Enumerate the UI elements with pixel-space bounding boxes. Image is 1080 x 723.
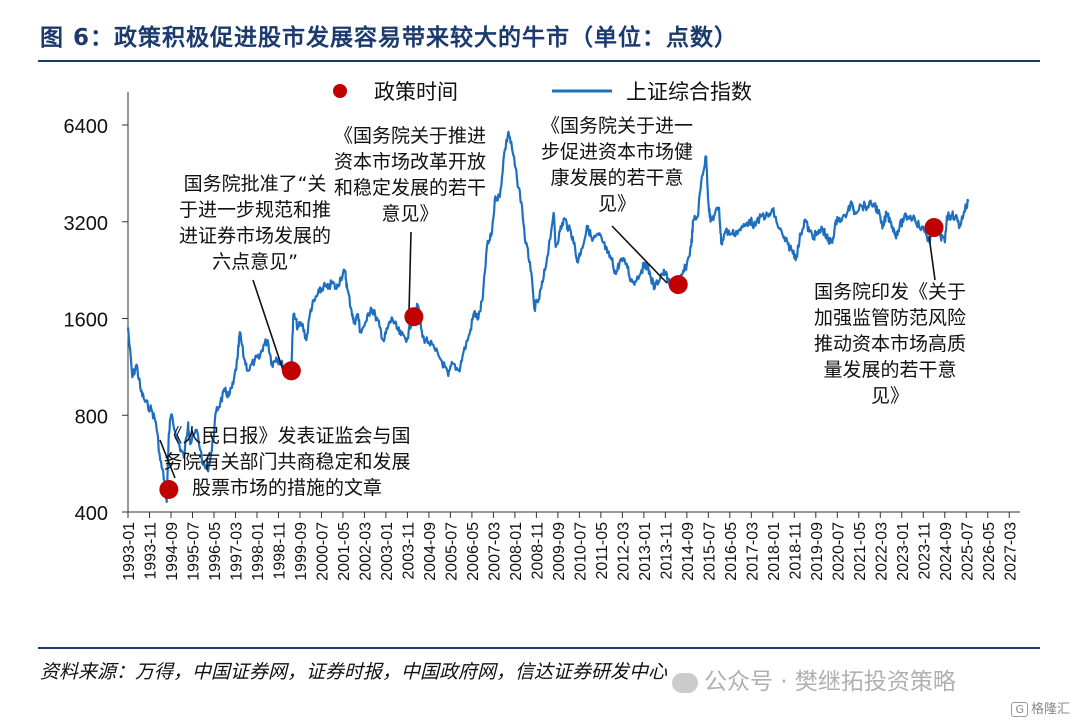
- annotation-line: 康发展的若干意: [550, 167, 683, 189]
- annotation-leader-line: [611, 225, 668, 284]
- annotation-leader-line: [928, 235, 936, 281]
- x-tick-label: 2007-03: [486, 522, 503, 581]
- brand-logo-icon: G: [1011, 702, 1028, 717]
- annotation-line: 意见》: [381, 203, 438, 225]
- annotation-line: 和稳定发展的若干: [334, 177, 486, 199]
- watermark-text: 公众号 · 樊继拓投资策略: [704, 669, 956, 695]
- x-tick-label: 2022-03: [873, 522, 890, 581]
- policy-marker: [668, 275, 688, 295]
- x-tick-label: 2017-03: [744, 522, 761, 581]
- x-tick-label: 1998-01: [250, 522, 267, 581]
- x-tick-label: 1993-11: [142, 522, 159, 580]
- y-tick-label: 3200: [64, 213, 109, 235]
- annotation-line: 见》: [598, 193, 636, 215]
- annotation-leader-line: [252, 279, 284, 371]
- corner-text: 格隆汇: [1030, 702, 1070, 717]
- annotation-line: 国务院印发《关于: [814, 281, 966, 303]
- x-tick-label: 2006-05: [465, 522, 482, 581]
- annotation-line: 《人民日报》发表证监会与国: [163, 425, 410, 447]
- x-tick-label: 2004-09: [422, 522, 439, 581]
- annotation-line: 加强监管防范风险: [814, 307, 966, 329]
- x-tick-label: 2021-05: [852, 522, 869, 581]
- annotation-line: 股票市场的措施的文章: [192, 477, 382, 499]
- policy-marker: [159, 479, 179, 499]
- annotation-line: 六点意见”: [212, 251, 298, 273]
- x-tick-label: 2023-01: [895, 522, 912, 581]
- x-tick-label: 2005-07: [443, 522, 460, 581]
- x-tick-label: 2014-09: [680, 522, 697, 581]
- x-tick-label: 2020-07: [830, 522, 847, 581]
- source-note: 资料来源：万得，中国证券网，证券时报，中国政府网，信达证券研发中心: [40, 661, 668, 683]
- policy-marker: [281, 361, 301, 381]
- annotation-text: 国务院印发《关于加强监管防范风险推动资本市场高质量发展的若干意见》: [814, 281, 966, 407]
- x-tick-label: 2019-09: [809, 522, 826, 581]
- annotation-line: 量发展的若干意: [823, 359, 956, 381]
- annotation-line: 进证券市场发展的: [179, 225, 331, 247]
- annotation-leader-line: [159, 439, 176, 479]
- x-tick-label: 2008-11: [529, 522, 546, 580]
- x-tick-label: 2018-11: [787, 522, 804, 580]
- x-tick-label: 2003-01: [379, 522, 396, 581]
- bottom-rule: [38, 647, 1040, 649]
- annotation-line: 《国务院关于推进: [334, 125, 486, 147]
- annotation-line: 于进一步规范和推: [179, 199, 331, 221]
- x-tick-label: 2026-05: [981, 522, 998, 581]
- x-tick-label: 2009-09: [551, 522, 568, 581]
- x-tick-label: 1999-09: [293, 522, 310, 581]
- annotation-line: 《国务院关于进一: [541, 115, 693, 137]
- x-tick-label: 2015-07: [701, 522, 718, 581]
- x-tick-label: 2010-07: [572, 522, 589, 581]
- legend-label-policy: 政策时间: [374, 80, 458, 104]
- annotation-line: 国务院批准了“关: [184, 173, 327, 195]
- x-tick-label: 1994-09: [164, 522, 181, 581]
- x-tick-label: 2023-11: [916, 522, 933, 580]
- legend-label-index: 上证综合指数: [626, 80, 752, 104]
- x-tick-label: 2011-05: [594, 522, 611, 580]
- watermark: 公众号 · 樊继拓投资策略: [672, 662, 956, 696]
- legend-marker-policy: [333, 84, 347, 98]
- x-tick-label: 1993-01: [121, 522, 138, 581]
- x-tick-label: 1995-07: [185, 522, 202, 581]
- y-tick-label: 6400: [64, 116, 109, 138]
- x-tick-label: 2018-01: [766, 522, 783, 581]
- policy-marker: [404, 307, 424, 327]
- annotation-line: 务院有关部门共商稳定和发展: [163, 451, 410, 473]
- annotation-line: 推动资本市场高质: [814, 333, 966, 355]
- y-tick-label: 800: [75, 406, 108, 428]
- annotation-line: 见》: [871, 385, 909, 407]
- policy-marker: [924, 218, 944, 238]
- annotation-line: 资本市场改革开放: [334, 151, 486, 173]
- x-tick-label: 2013-11: [658, 522, 675, 580]
- x-tick-label: 2002-03: [357, 522, 374, 581]
- y-tick-label: 400: [75, 503, 108, 525]
- x-tick-label: 2001-05: [336, 522, 353, 581]
- annotation-text: 《人民日报》发表证监会与国务院有关部门共商稳定和发展股票市场的措施的文章: [163, 425, 410, 499]
- x-tick-label: 1998-11: [271, 522, 288, 580]
- x-tick-label: 2000-07: [314, 522, 331, 581]
- x-tick-label: 2025-07: [959, 522, 976, 581]
- top-rule: [38, 60, 1040, 62]
- x-tick-label: 1997-03: [228, 522, 245, 581]
- annotation-text: 《国务院关于推进资本市场改革开放和稳定发展的若干意见》: [334, 125, 486, 225]
- x-tick-label: 2008-01: [508, 522, 525, 581]
- annotation-line: 步促进资本市场健: [541, 141, 693, 163]
- x-tick-label: 2013-01: [637, 522, 654, 581]
- x-tick-label: 2027-03: [1002, 522, 1019, 581]
- chart-title: 图 6：政策积极促进股市发展容易带来较大的牛市（单位：点数）: [40, 25, 739, 51]
- x-tick-label: 2003-11: [400, 522, 417, 580]
- wechat-icon: [672, 672, 698, 693]
- annotation-text: 国务院批准了“关于进一步规范和推进证券市场发展的六点意见”: [179, 173, 331, 273]
- x-tick-label: 1996-05: [207, 522, 224, 581]
- y-tick-label: 1600: [64, 310, 109, 332]
- x-tick-label: 2024-09: [938, 522, 955, 581]
- corner-badge: G 格隆汇: [1011, 698, 1070, 717]
- annotation-text: 《国务院关于进一步促进资本市场健康发展的若干意见》: [541, 115, 693, 215]
- annotation-leader-line: [408, 231, 412, 313]
- x-tick-label: 2016-05: [723, 522, 740, 581]
- series-shanghai-composite: [126, 130, 970, 503]
- x-tick-label: 2012-03: [615, 522, 632, 581]
